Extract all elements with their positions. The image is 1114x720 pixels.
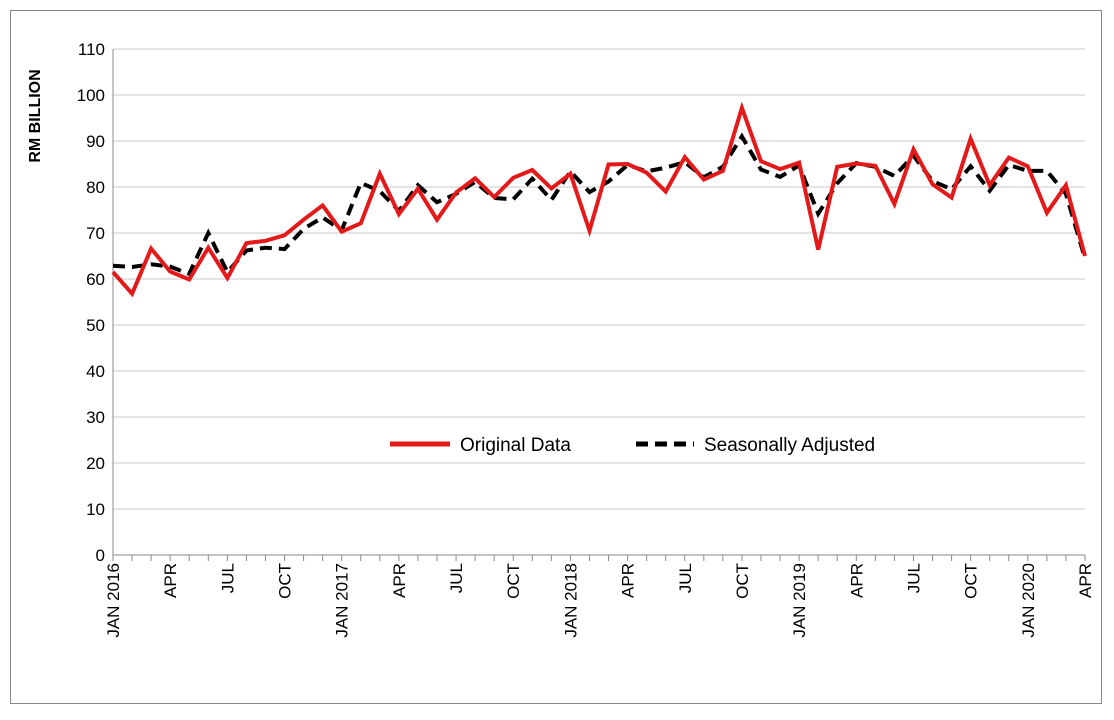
y-tick-label: 50: [86, 316, 105, 335]
y-tick-label: 30: [86, 408, 105, 427]
y-tick-label: 90: [86, 132, 105, 151]
x-tick-label: JAN 2019: [790, 563, 809, 638]
x-tick-label: APR: [390, 563, 409, 598]
y-axis-title: RM BILLION: [27, 69, 44, 162]
x-tick-label: JAN 2016: [104, 563, 123, 638]
y-tick-labels: 0 10 20 30 40 50 60 70 80 90 100 110: [77, 40, 105, 565]
x-tick-label: JAN 2018: [561, 563, 580, 638]
legend: Original Data Seasonally Adjusted: [390, 435, 875, 456]
x-tick-label: JUL: [218, 563, 237, 593]
series-line-seasonally-adjusted: [112, 132, 1087, 277]
series-line-original-data: [111, 101, 1087, 298]
x-tick-label: APR: [1076, 563, 1095, 598]
y-tick-label: 10: [86, 500, 105, 519]
y-tick-label: 100: [77, 86, 105, 105]
x-tick-label: OCT: [962, 563, 981, 599]
legend-label-original: Original Data: [460, 435, 571, 456]
x-tick-labels: JAN 2016 APR JUL OCT JAN 2017 APR JUL OCT JAN 20…: [104, 563, 1095, 638]
x-tick-label: OCT: [733, 563, 752, 599]
x-tick-label: OCT: [276, 563, 295, 599]
x-tick-label: JAN 2017: [333, 563, 352, 638]
y-tick-label: 40: [86, 362, 105, 381]
x-tick-label: APR: [847, 563, 866, 598]
x-tick-label: JUL: [447, 563, 466, 593]
gridlines: [113, 48, 1085, 510]
x-tick-label: JUL: [904, 563, 923, 593]
y-tick-label: 20: [86, 454, 105, 473]
y-tick-label: 70: [86, 224, 105, 243]
x-tick-label: APR: [161, 563, 180, 598]
x-tick-label: OCT: [504, 563, 523, 599]
series-lines: [111, 101, 1087, 298]
x-tick-label: JUL: [676, 563, 695, 593]
y-tick-label: 0: [96, 546, 105, 565]
legend-label-seasonally-adjusted: Seasonally Adjusted: [704, 435, 875, 456]
y-tick-label: 80: [86, 178, 105, 197]
axes: [112, 49, 1086, 561]
x-tick-label: APR: [619, 563, 638, 598]
x-tick-label: JAN 2020: [1019, 563, 1038, 638]
y-tick-label: 60: [86, 270, 105, 289]
chart-frame: [10, 10, 1102, 704]
y-tick-label: 110: [78, 40, 105, 59]
